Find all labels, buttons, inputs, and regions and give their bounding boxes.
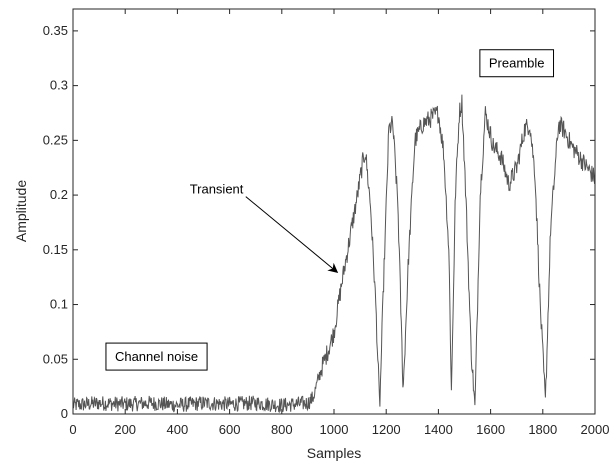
y-tick-label: 0.25 (43, 132, 68, 147)
x-tick-label: 1800 (528, 422, 557, 437)
annotation-text: Preamble (489, 56, 545, 71)
annotation: Transient (190, 182, 339, 273)
y-tick-label: 0.35 (43, 23, 68, 38)
y-tick-label: 0.05 (43, 351, 68, 366)
x-tick-label: 1600 (476, 422, 505, 437)
x-tick-label: 0 (69, 422, 76, 437)
ticks-layer: 0 200 400 600 800 1000 1200 1400 1600 1800 2000 0 0.… (43, 9, 610, 437)
annotation-layer: Preamble Channel noise Transient (105, 49, 555, 371)
annotation: Preamble (479, 49, 555, 78)
y-tick-label: 0.1 (50, 297, 68, 312)
annotation-arrow (245, 196, 339, 273)
y-tick-label: 0.3 (50, 78, 68, 93)
signal-line (72, 94, 596, 414)
y-tick-label: 0 (61, 406, 68, 421)
annotation: Channel noise (105, 342, 208, 371)
x-tick-label: 1400 (424, 422, 453, 437)
y-tick-label: 0.15 (43, 242, 68, 257)
x-tick-label: 1000 (320, 422, 349, 437)
annotation-text: Transient (190, 182, 244, 197)
x-tick-label: 2000 (581, 422, 610, 437)
x-axis-label: Samples (307, 445, 361, 461)
x-tick-label: 200 (114, 422, 136, 437)
x-tick-label: 400 (167, 422, 189, 437)
y-axis-label: Amplitude (13, 180, 29, 242)
annotation-box (105, 342, 208, 371)
x-tick-label: 600 (219, 422, 241, 437)
y-tick-label: 0.2 (50, 187, 68, 202)
annotation-text: Channel noise (115, 349, 198, 364)
x-tick-label: 800 (271, 422, 293, 437)
annotation-box (479, 49, 555, 78)
x-tick-label: 1200 (372, 422, 401, 437)
series-layer (72, 94, 596, 414)
plot-frame (72, 8, 596, 415)
